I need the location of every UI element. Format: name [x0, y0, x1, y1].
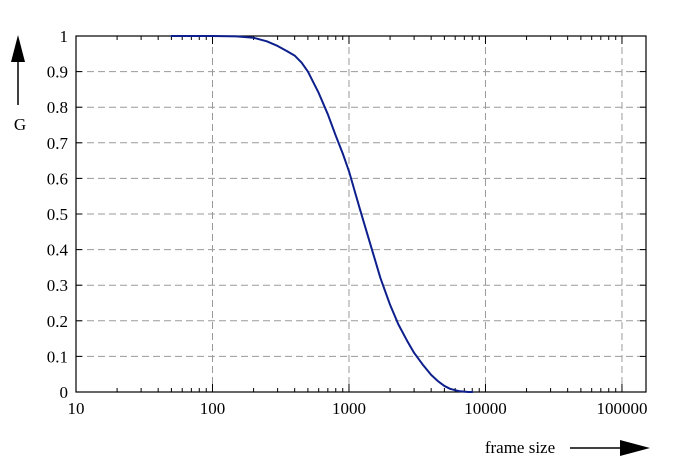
y-axis-title-group: G — [11, 35, 26, 134]
x-axis-arrowhead — [620, 440, 650, 456]
x-axis-title-group: frame size — [485, 438, 650, 457]
tick-labels: 0 0.1 0.2 0.3 0.4 0.5 0.6 0.7 0.8 0.9 1 10 100 1000 10… — [47, 27, 648, 418]
y-tick-label: 0.1 — [47, 347, 68, 366]
x-tick-label: 100 — [200, 399, 226, 418]
y-tick-label: 0.4 — [47, 241, 69, 260]
y-axis-label: G — [14, 115, 26, 134]
y-tick-label: 0 — [60, 383, 69, 402]
grid — [76, 36, 646, 392]
y-tick-label: 1 — [60, 27, 69, 46]
y-tick-label: 0.3 — [47, 276, 68, 295]
y-tick-label: 0.6 — [47, 169, 68, 188]
x-tick-label: 10 — [68, 399, 85, 418]
series-line — [170, 35, 474, 393]
series-layer — [170, 35, 474, 393]
x-tick-label: 1000 — [332, 399, 366, 418]
x-tick-label: 10000 — [464, 399, 507, 418]
y-axis-arrowhead — [11, 35, 25, 62]
y-tick-label: 0.8 — [47, 98, 68, 117]
y-tick-label: 0.7 — [47, 134, 69, 153]
y-tick-label: 0.9 — [47, 63, 68, 82]
y-tick-label: 0.2 — [47, 312, 68, 331]
x-tick-label: 100000 — [596, 399, 647, 418]
y-tick-label: 0.5 — [47, 205, 68, 224]
x-axis-label: frame size — [485, 438, 555, 457]
ticks — [75, 35, 646, 393]
